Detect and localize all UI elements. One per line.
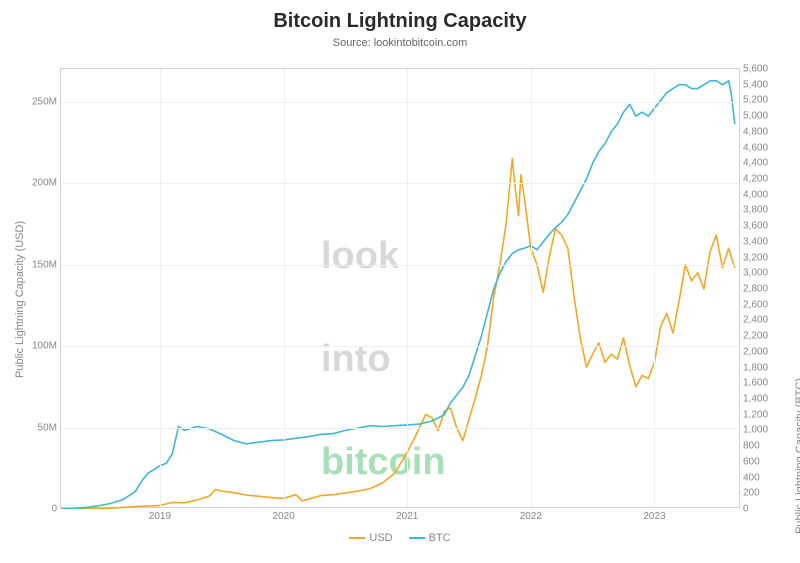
y-right-tick-label: 1,400 <box>739 394 768 405</box>
legend-swatch-usd <box>349 537 365 539</box>
y-right-tick-label: 4,600 <box>739 142 768 153</box>
gridline-vertical <box>284 69 285 507</box>
y-right-tick-label: 5,600 <box>739 64 768 75</box>
gridline-vertical <box>531 69 532 507</box>
y-right-tick-label: 800 <box>739 441 760 452</box>
legend-label-btc: BTC <box>429 532 451 544</box>
x-tick-label: 2021 <box>396 507 418 522</box>
y-right-tick-label: 1,800 <box>739 362 768 373</box>
gridline-vertical <box>407 69 408 507</box>
y-left-tick-label: 100M <box>32 341 61 352</box>
y-right-tick-label: 400 <box>739 472 760 483</box>
y-left-tick-label: 50M <box>38 422 61 433</box>
y-right-tick-label: 1,000 <box>739 425 768 436</box>
y-left-tick-label: 0 <box>51 504 61 515</box>
y-right-tick-label: 3,000 <box>739 268 768 279</box>
y-right-tick-label: 1,200 <box>739 409 768 420</box>
series-line-usd <box>61 159 735 509</box>
gridline-horizontal <box>61 346 739 347</box>
x-tick-label: 2020 <box>272 507 294 522</box>
series-line-btc <box>61 81 735 509</box>
legend-swatch-btc <box>409 537 425 539</box>
plot-area: look into bitcoin 050M100M150M200M250M02… <box>60 68 740 508</box>
y-right-tick-label: 4,200 <box>739 174 768 185</box>
y-right-tick-label: 3,600 <box>739 221 768 232</box>
y-right-tick-label: 2,000 <box>739 346 768 357</box>
y-right-tick-label: 3,200 <box>739 252 768 263</box>
y-left-tick-label: 150M <box>32 259 61 270</box>
chart-container: Bitcoin Lightning Capacity Source: looki… <box>0 0 800 563</box>
y-right-tick-label: 5,400 <box>739 79 768 90</box>
legend: USD BTC <box>0 532 800 544</box>
y-axis-right-label: Public Lightning Capacity (BTC) <box>794 378 800 534</box>
legend-item-usd[interactable]: USD <box>349 532 392 544</box>
gridline-horizontal <box>61 102 739 103</box>
gridline-vertical <box>654 69 655 507</box>
x-tick-label: 2019 <box>149 507 171 522</box>
y-right-tick-label: 3,400 <box>739 236 768 247</box>
y-right-tick-label: 2,400 <box>739 315 768 326</box>
y-right-tick-label: 2,200 <box>739 331 768 342</box>
y-left-tick-label: 200M <box>32 178 61 189</box>
y-right-tick-label: 2,800 <box>739 284 768 295</box>
gridline-vertical <box>160 69 161 507</box>
gridline-horizontal <box>61 428 739 429</box>
y-right-tick-label: 4,800 <box>739 126 768 137</box>
legend-item-btc[interactable]: BTC <box>409 532 451 544</box>
y-axis-left-label: Public Lightning Capacity (USD) <box>14 221 26 378</box>
y-right-tick-label: 2,600 <box>739 299 768 310</box>
chart-subtitle: Source: lookintobitcoin.com <box>0 37 800 49</box>
y-left-tick-label: 250M <box>32 96 61 107</box>
x-tick-label: 2022 <box>520 507 542 522</box>
legend-label-usd: USD <box>369 532 392 544</box>
y-right-tick-label: 600 <box>739 456 760 467</box>
y-right-tick-label: 1,600 <box>739 378 768 389</box>
chart-svg <box>61 69 741 509</box>
gridline-horizontal <box>61 183 739 184</box>
y-right-tick-label: 0 <box>739 504 749 515</box>
y-right-tick-label: 5,200 <box>739 95 768 106</box>
y-right-tick-label: 200 <box>739 488 760 499</box>
y-right-tick-label: 5,000 <box>739 111 768 122</box>
chart-title: Bitcoin Lightning Capacity <box>0 0 800 33</box>
y-right-tick-label: 3,800 <box>739 205 768 216</box>
y-right-tick-label: 4,400 <box>739 158 768 169</box>
y-right-tick-label: 4,000 <box>739 189 768 200</box>
gridline-horizontal <box>61 265 739 266</box>
x-tick-label: 2023 <box>643 507 665 522</box>
